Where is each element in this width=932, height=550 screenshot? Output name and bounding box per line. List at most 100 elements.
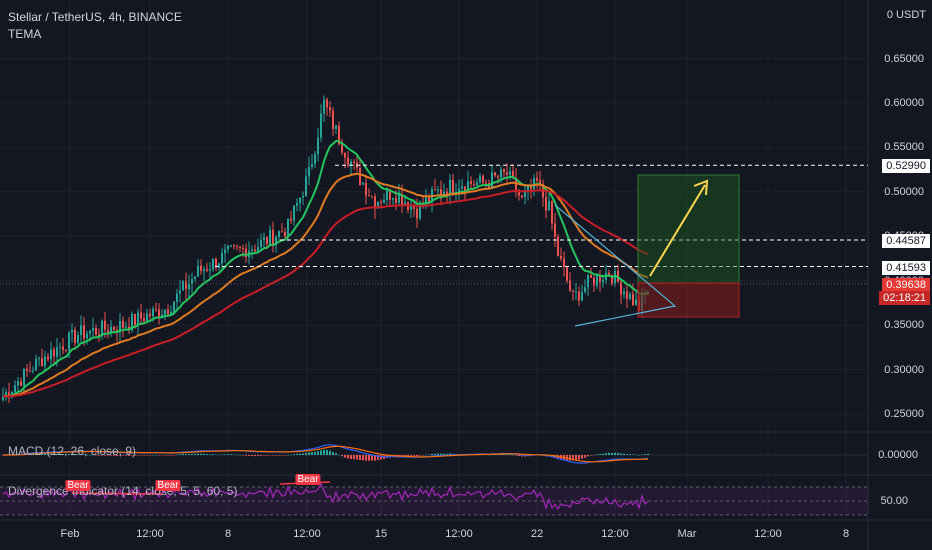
symbol-title[interactable]: Stellar / TetherUS, 4h, BINANCE (8, 10, 182, 24)
candle-body (467, 181, 469, 192)
macd-histogram-bar (569, 455, 571, 461)
macd-histogram-bar (317, 451, 319, 455)
macd-histogram-bar (353, 455, 355, 460)
macd-histogram-bar (419, 455, 421, 456)
candle-body (266, 237, 268, 244)
macd-histogram-bar (575, 455, 577, 460)
candle-body (503, 169, 505, 173)
projection-arrow-shaft (649, 184, 706, 277)
macd-histogram-bar (272, 455, 274, 456)
macd-histogram-bar (131, 455, 133, 456)
candle-body (371, 195, 373, 197)
candle-body (476, 182, 478, 186)
macd-histogram-bar (47, 453, 49, 455)
macd-histogram-bar (416, 455, 418, 457)
macd-histogram-bar (266, 455, 268, 456)
macd-histogram-bar (587, 455, 589, 457)
macd-histogram-bar (179, 454, 181, 455)
macd-histogram-bar (572, 455, 574, 461)
candle-body (317, 137, 319, 155)
candle-body (278, 231, 280, 238)
macd-histogram-bar (65, 454, 67, 455)
macd-histogram-bar (224, 454, 226, 455)
candle-body (44, 356, 46, 367)
macd-label[interactable]: MACD (12, 26, close, 9) (8, 444, 137, 458)
macd-histogram-bar (59, 453, 61, 455)
macd-histogram-bar (119, 455, 121, 456)
candle-body (305, 176, 307, 196)
candle-body (107, 329, 109, 333)
candle-body (284, 232, 286, 237)
candle-body (338, 125, 340, 145)
candle-body (47, 356, 49, 360)
candle-body (533, 177, 535, 190)
candle-body (512, 171, 514, 178)
candle-body (230, 245, 232, 247)
macd-histogram-bar (329, 450, 331, 455)
candle-body (50, 349, 52, 360)
candle-body (443, 191, 445, 195)
candle-body (281, 231, 283, 233)
divergence-label[interactable]: Divergence Indicator (14, close, 5, 5, 6… (8, 484, 238, 498)
candle-body (545, 197, 547, 211)
candle-body (554, 223, 556, 237)
candle-body (377, 201, 379, 209)
candle-body (209, 269, 211, 271)
macd-histogram-bar (521, 455, 523, 457)
price-tick-label: 0.35000 (884, 319, 924, 332)
candle-body (347, 157, 349, 165)
candle-body (86, 333, 88, 339)
macd-histogram-bar (413, 455, 415, 456)
candle-body (35, 358, 37, 371)
candle-body (602, 280, 604, 283)
tema-fast-line (2, 139, 649, 398)
candle-body (419, 202, 421, 219)
macd-histogram-bar (335, 453, 337, 455)
macd-histogram-bar (206, 454, 208, 455)
macd-histogram-bar (125, 455, 127, 456)
candle-body (518, 191, 520, 196)
macd-histogram-bar (56, 453, 58, 455)
macd-histogram-bar (50, 453, 52, 455)
candle-body (59, 346, 61, 348)
tema-lines (2, 139, 649, 398)
macd-histogram-bar (188, 453, 190, 455)
candle-body (296, 202, 298, 206)
macd-pane (0, 444, 868, 464)
candle-body (38, 357, 40, 359)
candle-body (572, 290, 574, 292)
candle-body (494, 172, 496, 176)
price-axis-unit[interactable]: 0 USDT (886, 9, 926, 21)
candle-body (461, 186, 463, 189)
candle-body (374, 196, 376, 209)
candle-body (563, 258, 565, 267)
macd-histogram-bar (191, 453, 193, 455)
macd-histogram-bar (356, 455, 358, 460)
candle-body (437, 189, 439, 191)
candle-body (458, 188, 460, 192)
macd-histogram-bar (581, 455, 583, 459)
candle-body (71, 329, 73, 333)
macd-histogram-bar (218, 454, 220, 456)
candle-body (68, 332, 70, 351)
candle-body (578, 291, 580, 301)
macd-histogram-bar (503, 454, 505, 455)
macd-histogram-bar (182, 453, 184, 455)
candle-body (497, 175, 499, 178)
candle-body (242, 248, 244, 250)
candle-body (308, 167, 310, 177)
candle-body (263, 237, 265, 241)
candle-body (221, 252, 223, 264)
macd-histogram-bar (515, 455, 517, 456)
candle-body (380, 201, 382, 203)
candle-body (83, 325, 85, 339)
candle-body (470, 181, 472, 185)
candle-body (203, 269, 205, 271)
indicator-label-tema[interactable]: TEMA (8, 27, 42, 41)
macd-histogram-bar (647, 453, 649, 455)
time-tick-label: 12:00 (293, 528, 321, 540)
macd-histogram-bar (626, 454, 628, 455)
macd-histogram-bar (176, 454, 178, 456)
